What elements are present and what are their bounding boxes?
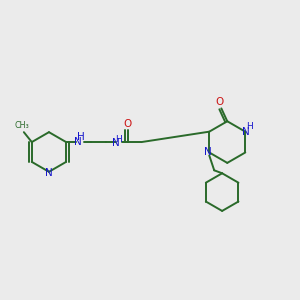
Text: N: N xyxy=(204,148,212,158)
Text: H: H xyxy=(115,135,122,144)
Text: H: H xyxy=(77,132,85,142)
Text: CH₃: CH₃ xyxy=(14,121,29,130)
Text: H: H xyxy=(246,122,253,131)
Text: N: N xyxy=(45,168,53,178)
Text: N: N xyxy=(74,137,82,147)
Text: N: N xyxy=(242,127,250,137)
Text: O: O xyxy=(123,119,132,129)
Text: O: O xyxy=(215,98,224,107)
Text: N: N xyxy=(112,138,119,148)
